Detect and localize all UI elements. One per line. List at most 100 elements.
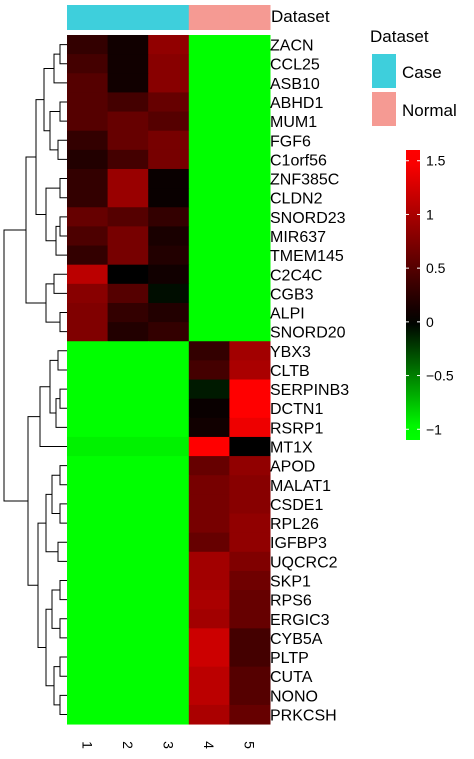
heatmap-cell (107, 494, 149, 514)
heatmap-cell (229, 73, 271, 93)
heatmap-cell (188, 149, 230, 170)
heatmap-cell (229, 685, 271, 706)
heatmap-cell (107, 226, 149, 247)
heatmap-cell (148, 360, 190, 381)
heatmap-cell (67, 456, 109, 476)
heatmap-cell (67, 551, 109, 572)
heatmap-cell (229, 130, 271, 151)
heatmap-cell (107, 245, 149, 266)
heatmap-cell (229, 226, 271, 247)
heatmap-cell (107, 609, 149, 629)
heatmap-cell (188, 302, 230, 323)
row-label: SERPINB3 (270, 382, 349, 399)
heatmap-cell (148, 456, 190, 476)
heatmap-cell (148, 666, 190, 687)
row-label: ZNF385C (270, 172, 339, 189)
heatmap-cell (229, 532, 271, 553)
heatmap-cell (188, 130, 230, 151)
heatmap-cell (188, 168, 230, 189)
dendrogram-branch (45, 187, 60, 242)
heatmap-cell (107, 379, 149, 400)
colorbar-tick-label: 0 (426, 314, 434, 330)
heatmap-cell (148, 685, 190, 706)
heatmap-cell (229, 379, 271, 400)
row-label: DCTN1 (270, 401, 323, 418)
dendrogram-branch (59, 178, 67, 199)
dendrogram-branch (59, 579, 67, 601)
heatmap-cell (107, 302, 149, 323)
row-label: UQCRC2 (270, 554, 338, 571)
dendrogram-branch (55, 398, 67, 428)
column-label: 3 (161, 741, 177, 749)
heatmap-cell (148, 379, 190, 400)
row-label: ZACN (270, 38, 314, 55)
heatmap-cell (67, 436, 109, 457)
row-label: RPS6 (270, 593, 312, 610)
heatmap-cell (188, 570, 230, 591)
heatmap-cell (107, 92, 149, 113)
heatmap-cell (229, 628, 271, 648)
heatmap-cell (148, 570, 190, 591)
heatmap-cell (229, 283, 271, 304)
heatmap-cell (229, 570, 271, 591)
heatmap-cell (107, 341, 149, 361)
heatmap-cell (148, 130, 190, 151)
heatmap-cell (188, 647, 230, 668)
row-label: CLTB (270, 363, 310, 380)
heatmap-cell (107, 570, 149, 591)
heatmap-cell (188, 341, 230, 361)
heatmap-cell (148, 398, 190, 419)
dendrogram-branch (59, 44, 67, 65)
heatmap-cell (229, 398, 271, 419)
heatmap-cell (188, 456, 230, 476)
heatmap-cell (148, 35, 190, 55)
row-label: MALAT1 (270, 478, 331, 495)
heatmap-cell (148, 322, 190, 342)
dendrogram-branch (57, 350, 67, 371)
dendrogram-branch (3, 229, 28, 502)
heatmap-cell (229, 666, 271, 687)
heatmap-cell (229, 590, 271, 610)
heatmap-cell (188, 475, 230, 495)
row-label: SNORD23 (270, 210, 346, 227)
heatmap-cell (67, 73, 109, 93)
heatmap-cell (188, 551, 230, 572)
heatmap-cell (148, 92, 190, 113)
heatmap-cell (188, 322, 230, 342)
row-label: CYB5A (270, 631, 323, 648)
legend-title: Dataset (370, 27, 429, 46)
dendrogram-branch (45, 608, 54, 687)
heatmap-cell (67, 283, 109, 304)
dendrogram-branch (59, 656, 67, 677)
heatmap-cell (229, 264, 271, 285)
heatmap-cell (188, 666, 230, 687)
heatmap-cell (229, 417, 271, 438)
colorbar-tick-label: 1.5 (426, 153, 446, 169)
heatmap-cell (107, 130, 149, 151)
row-label: C1orf56 (270, 152, 327, 169)
heatmap-cell (148, 532, 190, 553)
heatmap-cell (188, 360, 230, 381)
heatmap-cell (229, 322, 271, 342)
dendrogram-branch (55, 225, 67, 256)
row-label: APOD (270, 459, 315, 476)
heatmap-cell (188, 398, 230, 419)
heatmap-cell (107, 149, 149, 170)
heatmap-cell (107, 54, 149, 74)
heatmap-cell (188, 264, 230, 285)
row-label: ALPI (270, 306, 305, 323)
heatmap-cell (148, 188, 190, 208)
annotation-cell (107, 5, 149, 30)
heatmap-cell (188, 207, 230, 227)
dendrogram-branch (59, 216, 67, 237)
colorbar-tick-label: 0.5 (426, 260, 446, 276)
heatmap-cell (229, 513, 271, 534)
heatmap-cell (107, 685, 149, 706)
heatmap-cell (148, 513, 190, 534)
heatmap-cell (107, 704, 149, 725)
heatmap-cell (188, 226, 230, 247)
row-label: CGB3 (270, 286, 314, 303)
annotation-cell (229, 5, 271, 30)
heatmap-cell (229, 456, 271, 476)
heatmap-cell (229, 494, 271, 514)
